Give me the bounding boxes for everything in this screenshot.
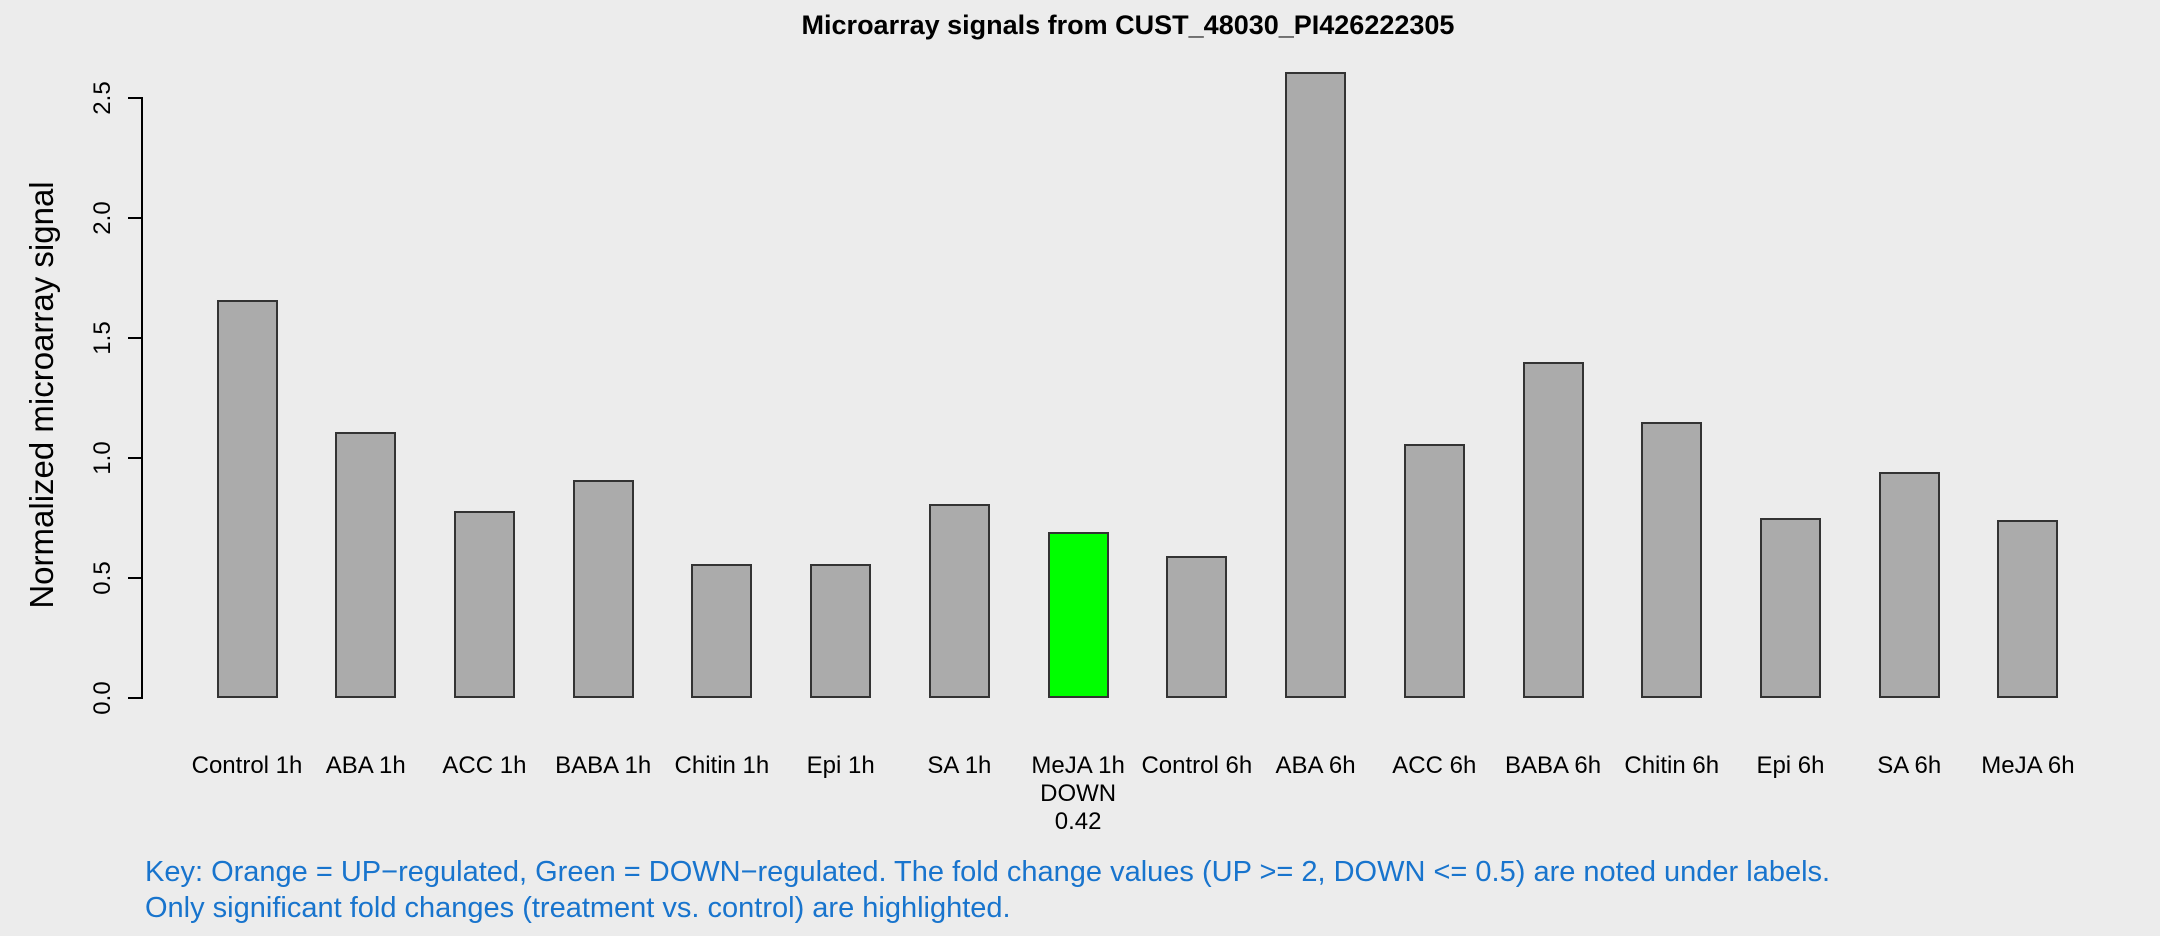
bar-sa-1h: [928, 503, 990, 698]
x-tick-label-epi-6h: Epi 6h: [1700, 752, 1880, 780]
y-tick-mark: [128, 457, 142, 459]
x-tick-label-text: MeJA 1h: [1031, 752, 1125, 779]
y-tick-mark: [128, 337, 142, 339]
bar-acc-6h: [1403, 443, 1465, 698]
x-tick-label-acc-1h: ACC 1h: [394, 752, 574, 780]
x-tick-label-text: ABA 6h: [1275, 752, 1356, 779]
bar-aba-1h: [335, 431, 397, 698]
y-tick-mark: [128, 217, 142, 219]
x-tick-label-baba-6h: BABA 6h: [1463, 752, 1643, 780]
bar-meja-1h: [1047, 532, 1109, 698]
x-tick-label-text: Epi 1h: [806, 752, 875, 779]
bar-aba-6h: [1285, 71, 1347, 698]
x-tick-label-text: ACC 6h: [1392, 752, 1477, 779]
bar-chitin-1h: [691, 563, 753, 698]
x-tick-label-acc-6h: ACC 6h: [1344, 752, 1524, 780]
y-tick-label: 0.0: [89, 681, 116, 715]
y-tick-label: 0.5: [89, 561, 116, 595]
x-tick-label-text: Chitin 1h: [674, 752, 770, 779]
bar-chitin-6h: [1641, 422, 1703, 698]
x-tick-label-text: SA 6h: [1877, 752, 1942, 779]
x-tick-label-text: Epi 6h: [1756, 752, 1825, 779]
x-tick-label-text: Chitin 6h: [1624, 752, 1720, 779]
x-tick-label-baba-1h: BABA 1h: [513, 752, 693, 780]
x-tick-label-sa-1h: SA 1h: [869, 752, 1049, 780]
bar-sa-6h: [1878, 472, 1940, 698]
y-axis-line: [141, 97, 143, 699]
x-tick-label-text: BABA 6h: [1504, 752, 1602, 779]
x-tick-label-aba-6h: ABA 6h: [1226, 752, 1406, 780]
y-tick-mark: [128, 697, 142, 699]
x-tick-label-epi-1h: Epi 1h: [751, 752, 931, 780]
x-tick-label-chitin-6h: Chitin 6h: [1582, 752, 1762, 780]
chart-title: Microarray signals from CUST_48030_PI426…: [801, 10, 1455, 40]
y-tick-label: 1.0: [89, 441, 116, 475]
x-tick-label-chitin-1h: Chitin 1h: [632, 752, 812, 780]
y-axis-label: Normalized microarray signal: [23, 181, 60, 609]
x-tick-label-meja-6h: MeJA 6h: [1938, 752, 2118, 780]
key-note-line1: Key: Orange = UP−regulated, Green = DOWN…: [145, 856, 1831, 888]
key-note: Key: Orange = UP−regulated, Green = DOWN…: [145, 854, 1830, 926]
bar-baba-6h: [1522, 362, 1584, 698]
x-tick-label-text: Control 1h: [191, 752, 303, 779]
y-tick-label: 2.5: [89, 81, 116, 115]
x-tick-label-sa-6h: SA 6h: [1819, 752, 1999, 780]
y-tick-label: 2.0: [89, 201, 116, 235]
fold-change-annotation: 0.42: [1054, 808, 1102, 835]
x-tick-label-meja-1h: MeJA 1h DOWN 0.42: [988, 752, 1168, 836]
y-tick-label: 1.5: [89, 321, 116, 355]
bar-epi-1h: [810, 563, 872, 698]
bar-control-1h: [216, 299, 278, 698]
bar-acc-1h: [453, 510, 515, 698]
x-tick-label-text: ABA 1h: [325, 752, 406, 779]
bar-baba-1h: [572, 479, 634, 698]
x-tick-label-text: MeJA 6h: [1981, 752, 2075, 779]
x-tick-label-aba-1h: ABA 1h: [276, 752, 456, 780]
x-tick-label-control-6h: Control 6h: [1107, 752, 1287, 780]
x-tick-label-text: ACC 1h: [442, 752, 527, 779]
bar-meja-6h: [1997, 520, 2059, 698]
fold-change-annotation: DOWN: [1040, 780, 1117, 807]
x-tick-label-text: BABA 1h: [555, 752, 652, 779]
y-tick-mark: [128, 97, 142, 99]
bar-epi-6h: [1759, 518, 1821, 698]
x-tick-label-text: Control 6h: [1141, 752, 1253, 779]
key-note-line2: Only significant fold changes (treatment…: [145, 892, 1011, 924]
bar-control-6h: [1166, 556, 1228, 698]
x-tick-label-text: SA 1h: [927, 752, 992, 779]
x-tick-label-control-1h: Control 1h: [157, 752, 337, 780]
y-tick-mark: [128, 577, 142, 579]
